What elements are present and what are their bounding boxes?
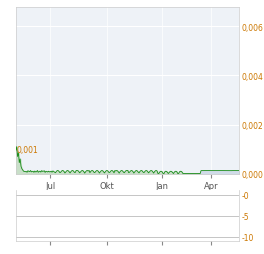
Text: 0,001: 0,001 — [17, 145, 39, 154]
